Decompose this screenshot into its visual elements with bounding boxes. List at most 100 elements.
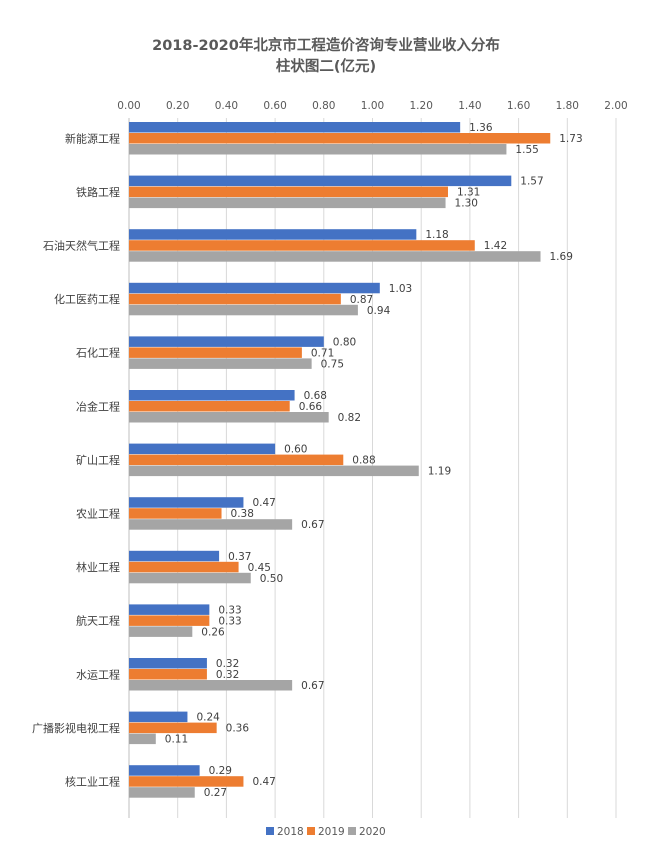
bar-2019 <box>129 561 239 573</box>
data-label: 0.68 <box>304 390 327 402</box>
x-tick-label: 0.60 <box>263 100 286 112</box>
data-label: 0.32 <box>216 669 239 681</box>
data-label: 0.37 <box>228 551 251 563</box>
bar-2019 <box>129 454 344 466</box>
legend-label-2019: 2019 <box>318 826 345 838</box>
bar-2018 <box>129 336 324 347</box>
x-tick-label: 1.60 <box>507 100 530 112</box>
category-label: 新能源工程 <box>65 131 120 145</box>
bar-2020 <box>129 358 312 369</box>
x-tick-label: 0.80 <box>312 100 335 112</box>
data-label: 0.26 <box>201 626 225 638</box>
bar-2019 <box>129 615 210 626</box>
category-label: 石化工程 <box>76 346 120 360</box>
bar-2018 <box>129 443 276 455</box>
bar-2020 <box>129 733 156 745</box>
data-label: 1.03 <box>389 283 412 295</box>
category-label: 水运工程 <box>76 668 120 681</box>
data-label: 0.45 <box>248 562 271 574</box>
chart-subtitle: 柱状图二(亿元) <box>276 57 376 75</box>
bar-2018 <box>129 497 244 508</box>
bar-2018 <box>129 550 220 562</box>
category-label: 核工业工程 <box>65 774 120 788</box>
x-axis-ticks: 0.00 0.20 0.40 0.60 0.80 1.00 1.20 1.40 1.60 1.80… <box>117 100 627 112</box>
category-label: 冶金工程 <box>76 399 120 413</box>
chart-title: 2018-2020年北京市工程造价咨询专业营业收入分布 <box>152 36 500 54</box>
bar-2018 <box>129 658 207 669</box>
bar-2019 <box>129 240 475 251</box>
x-tick-label: 0.00 <box>117 100 140 112</box>
data-label: 0.82 <box>338 412 361 424</box>
data-label: 1.69 <box>550 251 573 263</box>
bar-2019 <box>129 722 217 734</box>
data-label: 1.30 <box>455 198 478 210</box>
bar-2018 <box>129 765 200 776</box>
x-tick-label: 1.80 <box>556 100 579 112</box>
legend-label-2018: 2018 <box>277 826 304 838</box>
bar-2018 <box>129 282 380 294</box>
data-label: 1.42 <box>484 240 507 252</box>
data-label: 0.88 <box>352 455 375 467</box>
bar-2019 <box>129 508 222 519</box>
data-label: 0.87 <box>350 294 373 306</box>
bar-2018 <box>129 122 461 133</box>
legend-label-2020: 2020 <box>359 826 386 838</box>
x-tick-label: 0.40 <box>215 100 238 112</box>
data-label: 1.19 <box>428 466 451 478</box>
data-label: 0.94 <box>367 305 391 317</box>
legend: 2018 2019 2020 <box>266 826 386 838</box>
x-tick-label: 1.00 <box>361 100 384 112</box>
data-label: 0.60 <box>284 444 307 456</box>
bar-2020 <box>129 572 251 584</box>
category-label: 铁路工程 <box>76 186 120 199</box>
data-label: 0.33 <box>218 615 241 627</box>
bar-2019 <box>129 133 551 144</box>
category-label: 航天工程 <box>76 614 120 628</box>
bar-2020 <box>129 304 358 316</box>
x-tick-label: 0.20 <box>166 100 189 112</box>
data-label: 1.55 <box>515 144 538 156</box>
bar-2018 <box>129 175 512 187</box>
category-label: 林业工程 <box>76 560 120 574</box>
bars <box>129 122 551 798</box>
bar-2020 <box>129 465 419 477</box>
data-label: 0.71 <box>311 347 334 359</box>
bar-2019 <box>129 669 207 680</box>
category-labels: 新能源工程铁路工程石油天然气工程化工医药工程石化工程冶金工程矿山工程农业工程林业… <box>32 131 120 788</box>
bar-2020 <box>129 519 293 530</box>
data-label: 1.18 <box>425 229 448 241</box>
data-label: 0.67 <box>301 680 324 692</box>
legend-swatch-2018 <box>266 827 274 835</box>
category-label: 广播影视电视工程 <box>32 721 120 735</box>
bar-2020 <box>129 626 193 637</box>
bar-2018 <box>129 711 188 723</box>
bar-2019 <box>129 347 302 358</box>
bar-2020 <box>129 144 507 155</box>
data-label: 0.47 <box>252 497 275 509</box>
data-label: 1.31 <box>457 187 480 199</box>
legend-swatch-2020 <box>348 827 356 835</box>
data-label: 0.24 <box>196 712 220 724</box>
bar-2018 <box>129 604 210 615</box>
data-label: 1.73 <box>559 133 582 145</box>
category-label: 农业工程 <box>76 506 120 520</box>
bar-2020 <box>129 412 329 423</box>
x-tick-label: 1.20 <box>410 100 433 112</box>
data-label: 0.50 <box>260 573 283 585</box>
data-label: 0.29 <box>209 765 232 777</box>
data-label: 0.47 <box>252 776 275 788</box>
data-label: 1.36 <box>469 122 493 134</box>
data-label: 0.66 <box>299 401 323 413</box>
x-tick-label: 2.00 <box>604 100 627 112</box>
bar-2018 <box>129 390 295 401</box>
data-label: 0.80 <box>333 336 356 348</box>
bar-2019 <box>129 401 290 412</box>
bar-2020 <box>129 680 293 691</box>
data-label: 1.57 <box>520 176 543 188</box>
data-label: 0.38 <box>231 508 254 520</box>
bar-2019 <box>129 293 341 305</box>
data-labels: 1.36 1.73 1.55 1.57 1.311.30 1.18 1.42 1.69 1.03… <box>165 122 583 799</box>
bar-2019 <box>129 186 448 198</box>
